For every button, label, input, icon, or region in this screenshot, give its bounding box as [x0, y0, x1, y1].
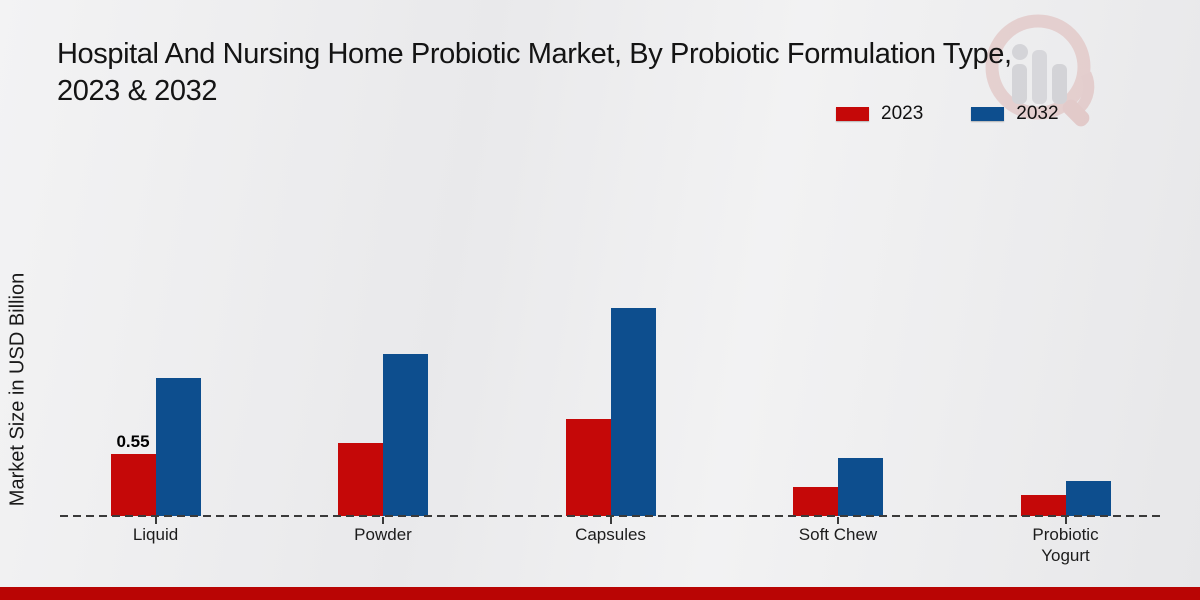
legend-item-2032: 2032 [971, 103, 1059, 125]
x-axis-tick-probiotic-yogurt [1064, 517, 1067, 524]
bar-2032-liquid [155, 378, 201, 516]
x-axis-label-powder: Powder [354, 525, 412, 544]
bar-2032-powder [383, 354, 428, 516]
legend: 2023 2032 [836, 103, 1059, 125]
legend-label-2023: 2023 [881, 103, 924, 124]
x-axis-tick-liquid [154, 517, 157, 524]
x-axis-tick-powder [382, 517, 384, 524]
y-axis-label: Market Size in USD Billion [6, 272, 29, 507]
chart-title: Hospital And Nursing Home Probiotic Mark… [57, 36, 1097, 110]
legend-label-2032: 2032 [1016, 103, 1059, 124]
watermark-logo [985, 14, 1095, 127]
bar-2023-powder [338, 443, 383, 516]
bar-2032-probiotic-yogurt [1065, 481, 1111, 516]
bar-value-label-2023-liquid: 0.55 [116, 432, 150, 451]
x-axis-tick-soft-chew [837, 517, 839, 524]
legend-swatch-2032 [971, 107, 1005, 121]
chart-title-line2: 2023 & 2032 [57, 75, 218, 107]
x-axis-label-liquid: Liquid [132, 525, 179, 544]
bar-2032-soft-chew [838, 458, 883, 516]
bar-2023-liquid [110, 454, 156, 516]
x-axis-label-probiotic-yogurt: Probiotic Yogurt [1032, 525, 1099, 565]
legend-swatch-2023 [836, 107, 869, 121]
x-axis-tick-capsules [609, 517, 612, 524]
bar-2023-probiotic-yogurt [1020, 495, 1066, 516]
legend-item-2023: 2023 [836, 103, 923, 125]
bar-2032-capsules [610, 308, 656, 516]
bar-2023-soft-chew [793, 487, 838, 516]
x-axis-baseline [60, 515, 1160, 517]
bar-2023-capsules [565, 419, 611, 516]
x-axis-label-soft-chew: Soft Chew [798, 525, 878, 544]
footer-bar [0, 587, 1200, 600]
x-axis-label-capsules: Capsules [575, 525, 646, 544]
chart-title-line1: Hospital And Nursing Home Probiotic Mark… [57, 38, 1012, 70]
